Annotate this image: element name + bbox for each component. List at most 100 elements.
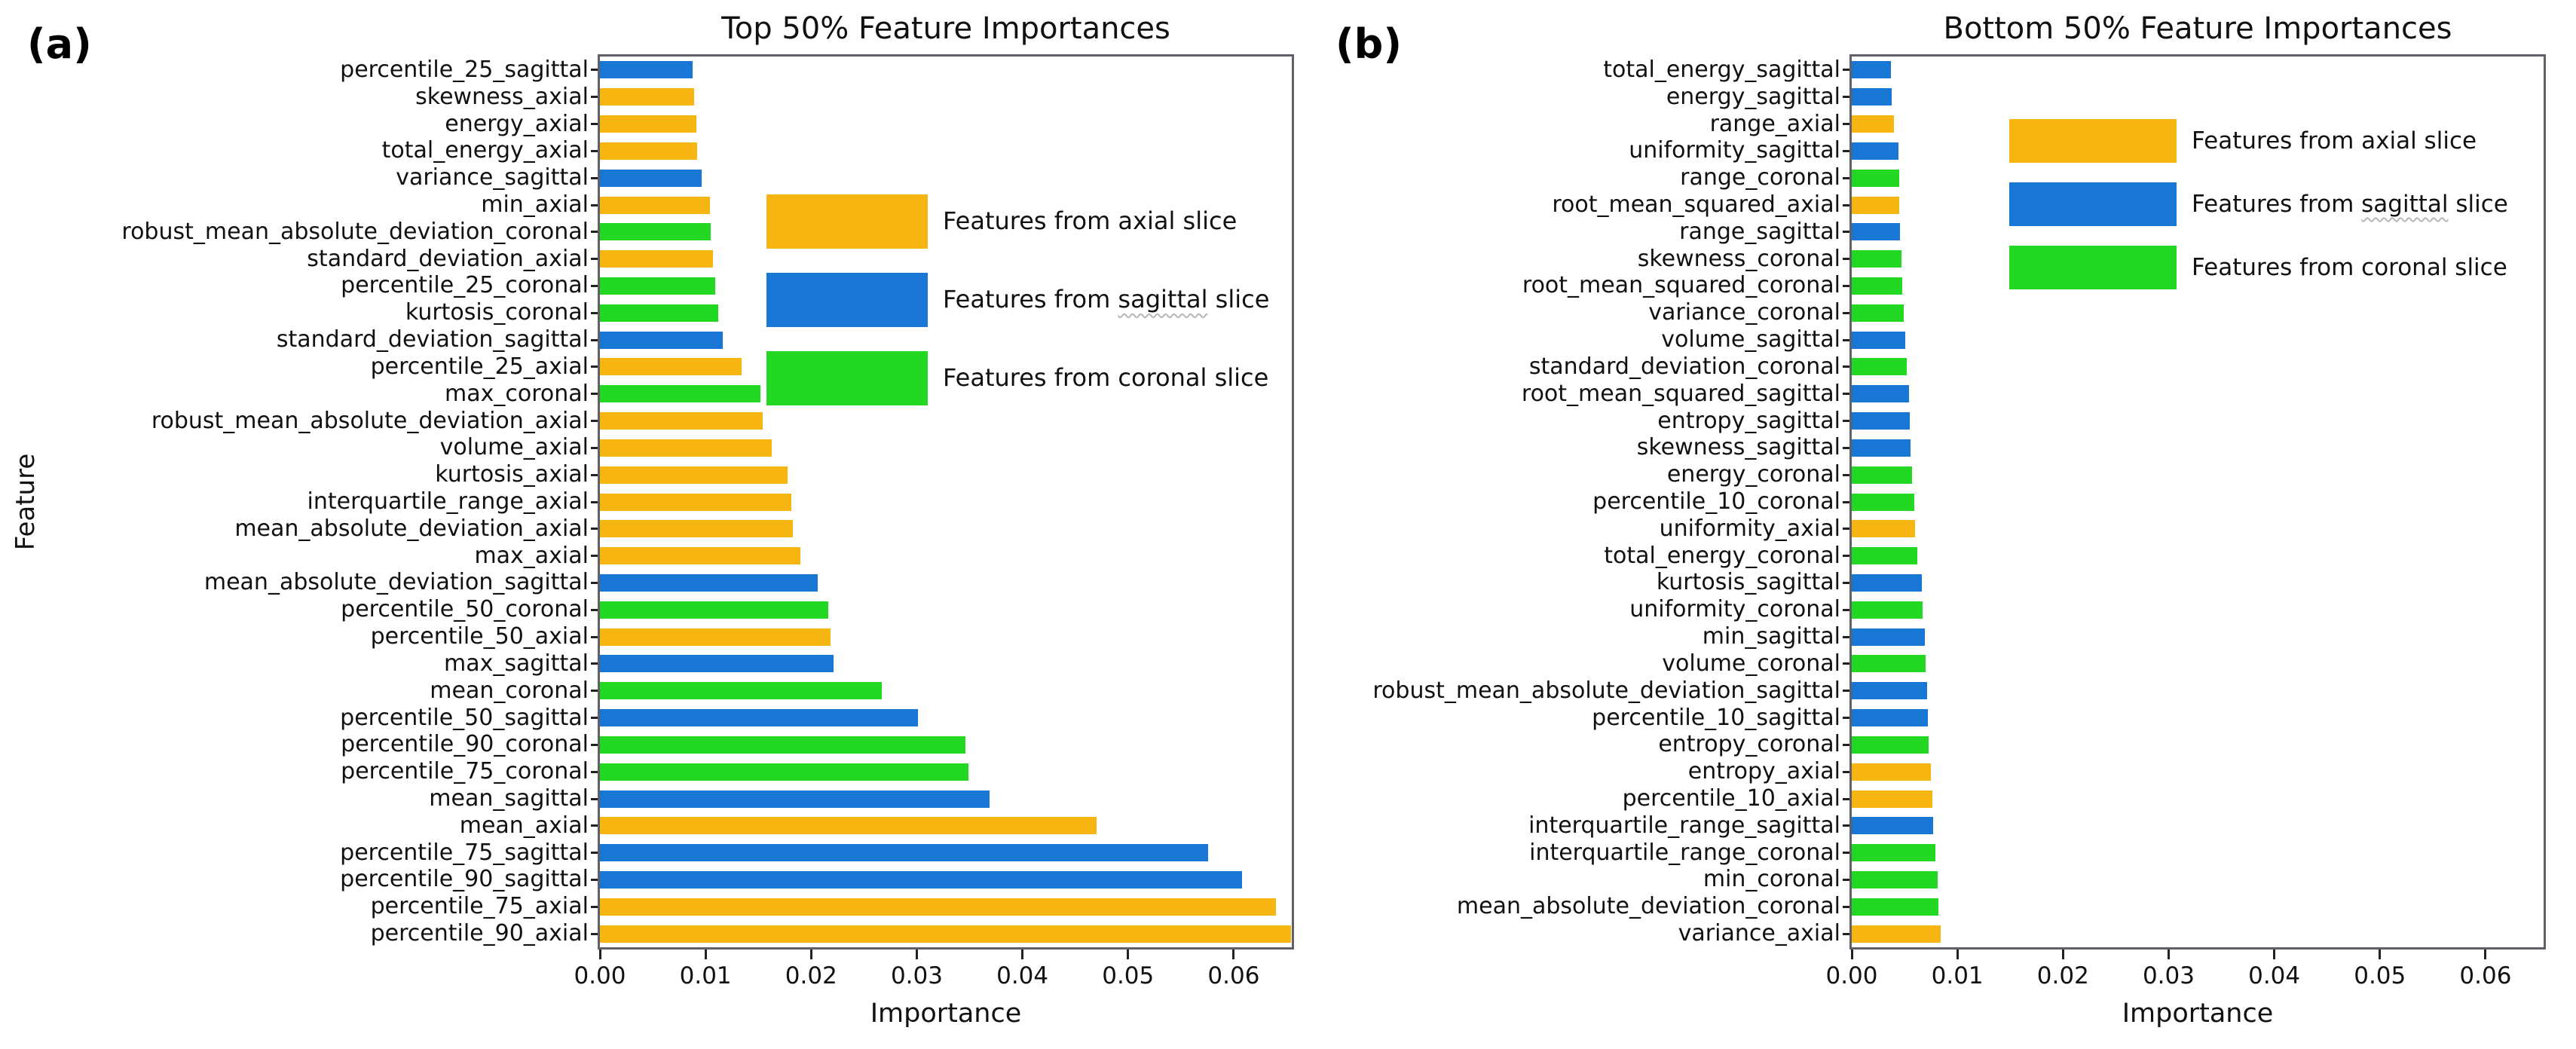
legend-item-coronal: Features from coronal slice — [766, 351, 1268, 405]
y-tick-label: percentile_90_axial — [370, 920, 589, 947]
bar-variance_coronal — [1852, 304, 1904, 322]
bar-robust_mean_absolute_deviation_coronal — [600, 223, 711, 241]
y-tick-label: kurtosis_coronal — [405, 299, 589, 326]
y-tick-label: standard_deviation_axial — [307, 245, 589, 272]
x-tick-label: 0.05 — [1102, 962, 1155, 989]
y-tick-mark — [591, 743, 598, 746]
y-tick-mark — [1843, 824, 1849, 827]
y-tick-mark — [1843, 500, 1849, 503]
x-tick-mark — [2167, 950, 2170, 959]
bar-min_coronal — [1852, 870, 1938, 888]
bar-max_sagittal — [600, 655, 834, 673]
bar-max_coronal — [600, 385, 761, 403]
y-tick-label: root_mean_squared_axial — [1552, 191, 1840, 218]
x-tick-label: 0.02 — [2036, 962, 2089, 989]
y-tick-label: robust_mean_absolute_deviation_axial — [151, 407, 589, 434]
bar-skewness_sagittal — [1852, 439, 1911, 457]
y-tick-label: volume_axial — [439, 434, 589, 461]
bar-percentile_50_coronal — [600, 601, 828, 619]
y-tick-label: entropy_axial — [1687, 758, 1840, 785]
y-tick-label: percentile_25_coronal — [341, 272, 589, 299]
bar-max_axial — [600, 547, 801, 565]
legend-swatch-axial — [2009, 119, 2177, 163]
legend-label: Features from coronal slice — [2192, 253, 2507, 281]
y-tick-mark — [591, 69, 598, 72]
legend-label: Features from sagittal slice — [2192, 190, 2508, 218]
y-tick-label: total_energy_sagittal — [1603, 56, 1840, 83]
bar-mean_axial — [600, 817, 1097, 835]
y-tick-mark — [591, 393, 598, 396]
legend-swatch-coronal — [2009, 246, 2177, 289]
bar-mean_absolute_deviation_coronal — [1852, 898, 1938, 916]
y-tick-mark — [1843, 635, 1849, 638]
y-tick-label: max_sagittal — [444, 650, 589, 677]
bar-total_energy_coronal — [1852, 547, 1917, 565]
y-tick-label: volume_sagittal — [1661, 326, 1840, 353]
y-tick-label: entropy_sagittal — [1657, 407, 1840, 434]
y-tick-mark — [1843, 555, 1849, 558]
y-tick-mark — [1843, 797, 1849, 800]
legend-item-axial: Features from axial slice — [766, 194, 1237, 249]
x-tick-label: 0.02 — [785, 962, 837, 989]
bar-percentile_75_sagittal — [600, 844, 1209, 862]
bar-percentile_90_axial — [600, 925, 1291, 943]
y-tick-label: percentile_50_sagittal — [340, 704, 589, 731]
y-tick-mark — [591, 500, 598, 503]
y-tick-label: max_coronal — [445, 380, 589, 407]
y-tick-mark — [591, 852, 598, 855]
legend-item-coronal: Features from coronal slice — [2009, 246, 2507, 289]
bar-range_sagittal — [1852, 223, 1901, 241]
y-tick-label: mean_absolute_deviation_sagittal — [203, 569, 589, 596]
y-tick-mark — [1843, 608, 1849, 611]
y-tick-label: interquartile_range_coronal — [1529, 839, 1840, 866]
y-tick-label: mean_absolute_deviation_axial — [234, 515, 589, 542]
y-tick-mark — [591, 878, 598, 881]
legend-label: Features from axial slice — [943, 206, 1238, 236]
chart-b-plot-area — [1849, 54, 2546, 950]
y-tick-mark — [591, 473, 598, 476]
bar-interquartile_range_axial — [600, 493, 791, 511]
y-tick-mark — [591, 932, 598, 935]
x-tick-label: 0.05 — [2354, 962, 2406, 989]
y-tick-mark — [1843, 123, 1849, 126]
y-tick-label: total_energy_coronal — [1604, 542, 1840, 569]
bar-volume_coronal — [1852, 655, 1926, 673]
y-tick-mark — [1843, 311, 1849, 314]
y-tick-mark — [591, 446, 598, 449]
y-tick-mark — [591, 770, 598, 773]
bar-robust_mean_absolute_deviation_axial — [600, 412, 763, 430]
bar-total_energy_axial — [600, 142, 697, 160]
panel-a-tag: (a) — [27, 20, 92, 68]
x-tick-label: 0.04 — [996, 962, 1049, 989]
legend-label: Features from coronal slice — [943, 363, 1269, 393]
y-tick-label: skewness_axial — [415, 83, 589, 110]
y-tick-mark — [1843, 743, 1849, 746]
bar-percentile_90_sagittal — [600, 870, 1243, 888]
bar-mean_absolute_deviation_axial — [600, 520, 794, 538]
bar-percentile_50_axial — [600, 628, 831, 646]
y-tick-mark — [1843, 258, 1849, 261]
y-tick-mark — [591, 717, 598, 720]
bar-kurtosis_coronal — [600, 304, 718, 322]
y-tick-label: uniformity_coronal — [1629, 596, 1840, 623]
bar-mean_sagittal — [600, 790, 990, 808]
y-tick-label: mean_axial — [459, 812, 589, 839]
y-tick-label: skewness_sagittal — [1636, 434, 1840, 461]
bar-volume_sagittal — [1852, 331, 1906, 349]
y-tick-mark — [1843, 528, 1849, 531]
bar-uniformity_sagittal — [1852, 142, 1898, 160]
y-tick-mark — [1843, 581, 1849, 584]
y-tick-mark — [591, 365, 598, 369]
y-tick-label: energy_sagittal — [1666, 83, 1840, 110]
y-tick-mark — [1843, 473, 1849, 476]
y-tick-mark — [591, 176, 598, 179]
bar-min_sagittal — [1852, 628, 1925, 646]
legend-item-sagittal: Features from sagittal slice — [2009, 182, 2508, 226]
y-tick-mark — [1843, 96, 1849, 99]
x-tick-label: 0.01 — [1931, 962, 1984, 989]
y-tick-mark — [591, 284, 598, 287]
y-tick-mark — [591, 555, 598, 558]
y-tick-label: percentile_25_sagittal — [340, 56, 589, 83]
y-tick-label: min_coronal — [1703, 866, 1840, 893]
